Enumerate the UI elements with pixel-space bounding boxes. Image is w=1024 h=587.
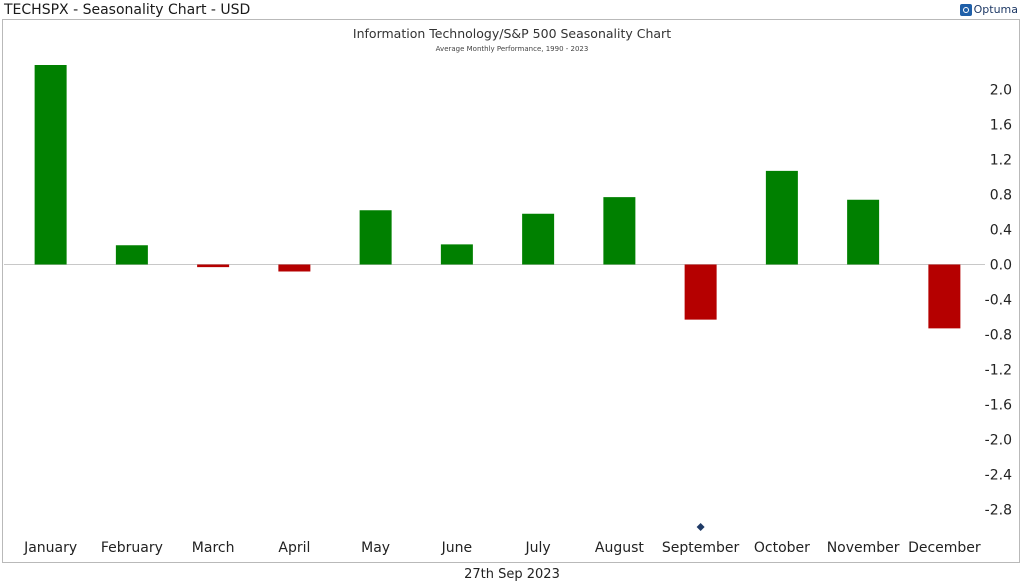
bar-may [359, 210, 392, 265]
chart-title: Information Technology/S&P 500 Seasonali… [352, 26, 672, 41]
bar-november [847, 199, 880, 265]
x-tick-label: February [101, 540, 163, 556]
y-tick-label: -1.2 [985, 363, 1012, 379]
y-tick-label: 0.8 [990, 188, 1012, 204]
current-month-marker [696, 523, 705, 531]
window-title: TECHSPX - Seasonality Chart - USD [4, 2, 251, 18]
x-tick-label: November [827, 540, 900, 556]
y-tick-label: -1.6 [985, 398, 1012, 414]
bar-january [34, 65, 67, 265]
bar-april [278, 264, 311, 272]
x-tick-label: July [525, 540, 551, 556]
bar-march [197, 264, 230, 268]
bar-august [603, 197, 636, 265]
bar-december [928, 264, 961, 329]
brand-logo: Optuma [959, 3, 1018, 16]
x-tick-label: May [361, 540, 390, 556]
date-label: 27th Sep 2023 [464, 567, 560, 582]
y-tick-label: 2.0 [990, 83, 1012, 99]
x-tick-label: June [441, 540, 473, 556]
chart-frame [2, 19, 1020, 563]
brand-name: Optuma [973, 3, 1018, 16]
y-tick-label: 0.4 [990, 223, 1012, 239]
x-tick-label: September [662, 540, 740, 556]
chart-subtitle: Average Monthly Performance, 1990 - 2023 [435, 45, 589, 53]
y-tick-label: -2.4 [985, 468, 1012, 484]
x-tick-label: August [595, 540, 645, 556]
bar-july [522, 213, 555, 265]
x-tick-label: March [192, 540, 235, 556]
bar-october [765, 170, 798, 265]
optuma-logo-icon [959, 3, 972, 16]
y-tick-label: 1.6 [990, 118, 1012, 134]
bar-september [684, 264, 717, 320]
y-tick-label: 0.0 [990, 258, 1012, 274]
y-tick-label: -0.8 [985, 328, 1012, 344]
x-tick-label: April [278, 540, 310, 556]
x-tick-label: December [908, 540, 981, 556]
x-tick-label: October [754, 540, 810, 556]
y-tick-label: -2.8 [985, 503, 1012, 519]
x-tick-label: January [23, 540, 77, 556]
bar-june [440, 244, 473, 265]
bar-february [115, 245, 148, 265]
y-tick-label: -2.0 [985, 433, 1012, 449]
y-tick-label: 1.2 [990, 153, 1012, 169]
y-tick-label: -0.4 [985, 293, 1012, 309]
